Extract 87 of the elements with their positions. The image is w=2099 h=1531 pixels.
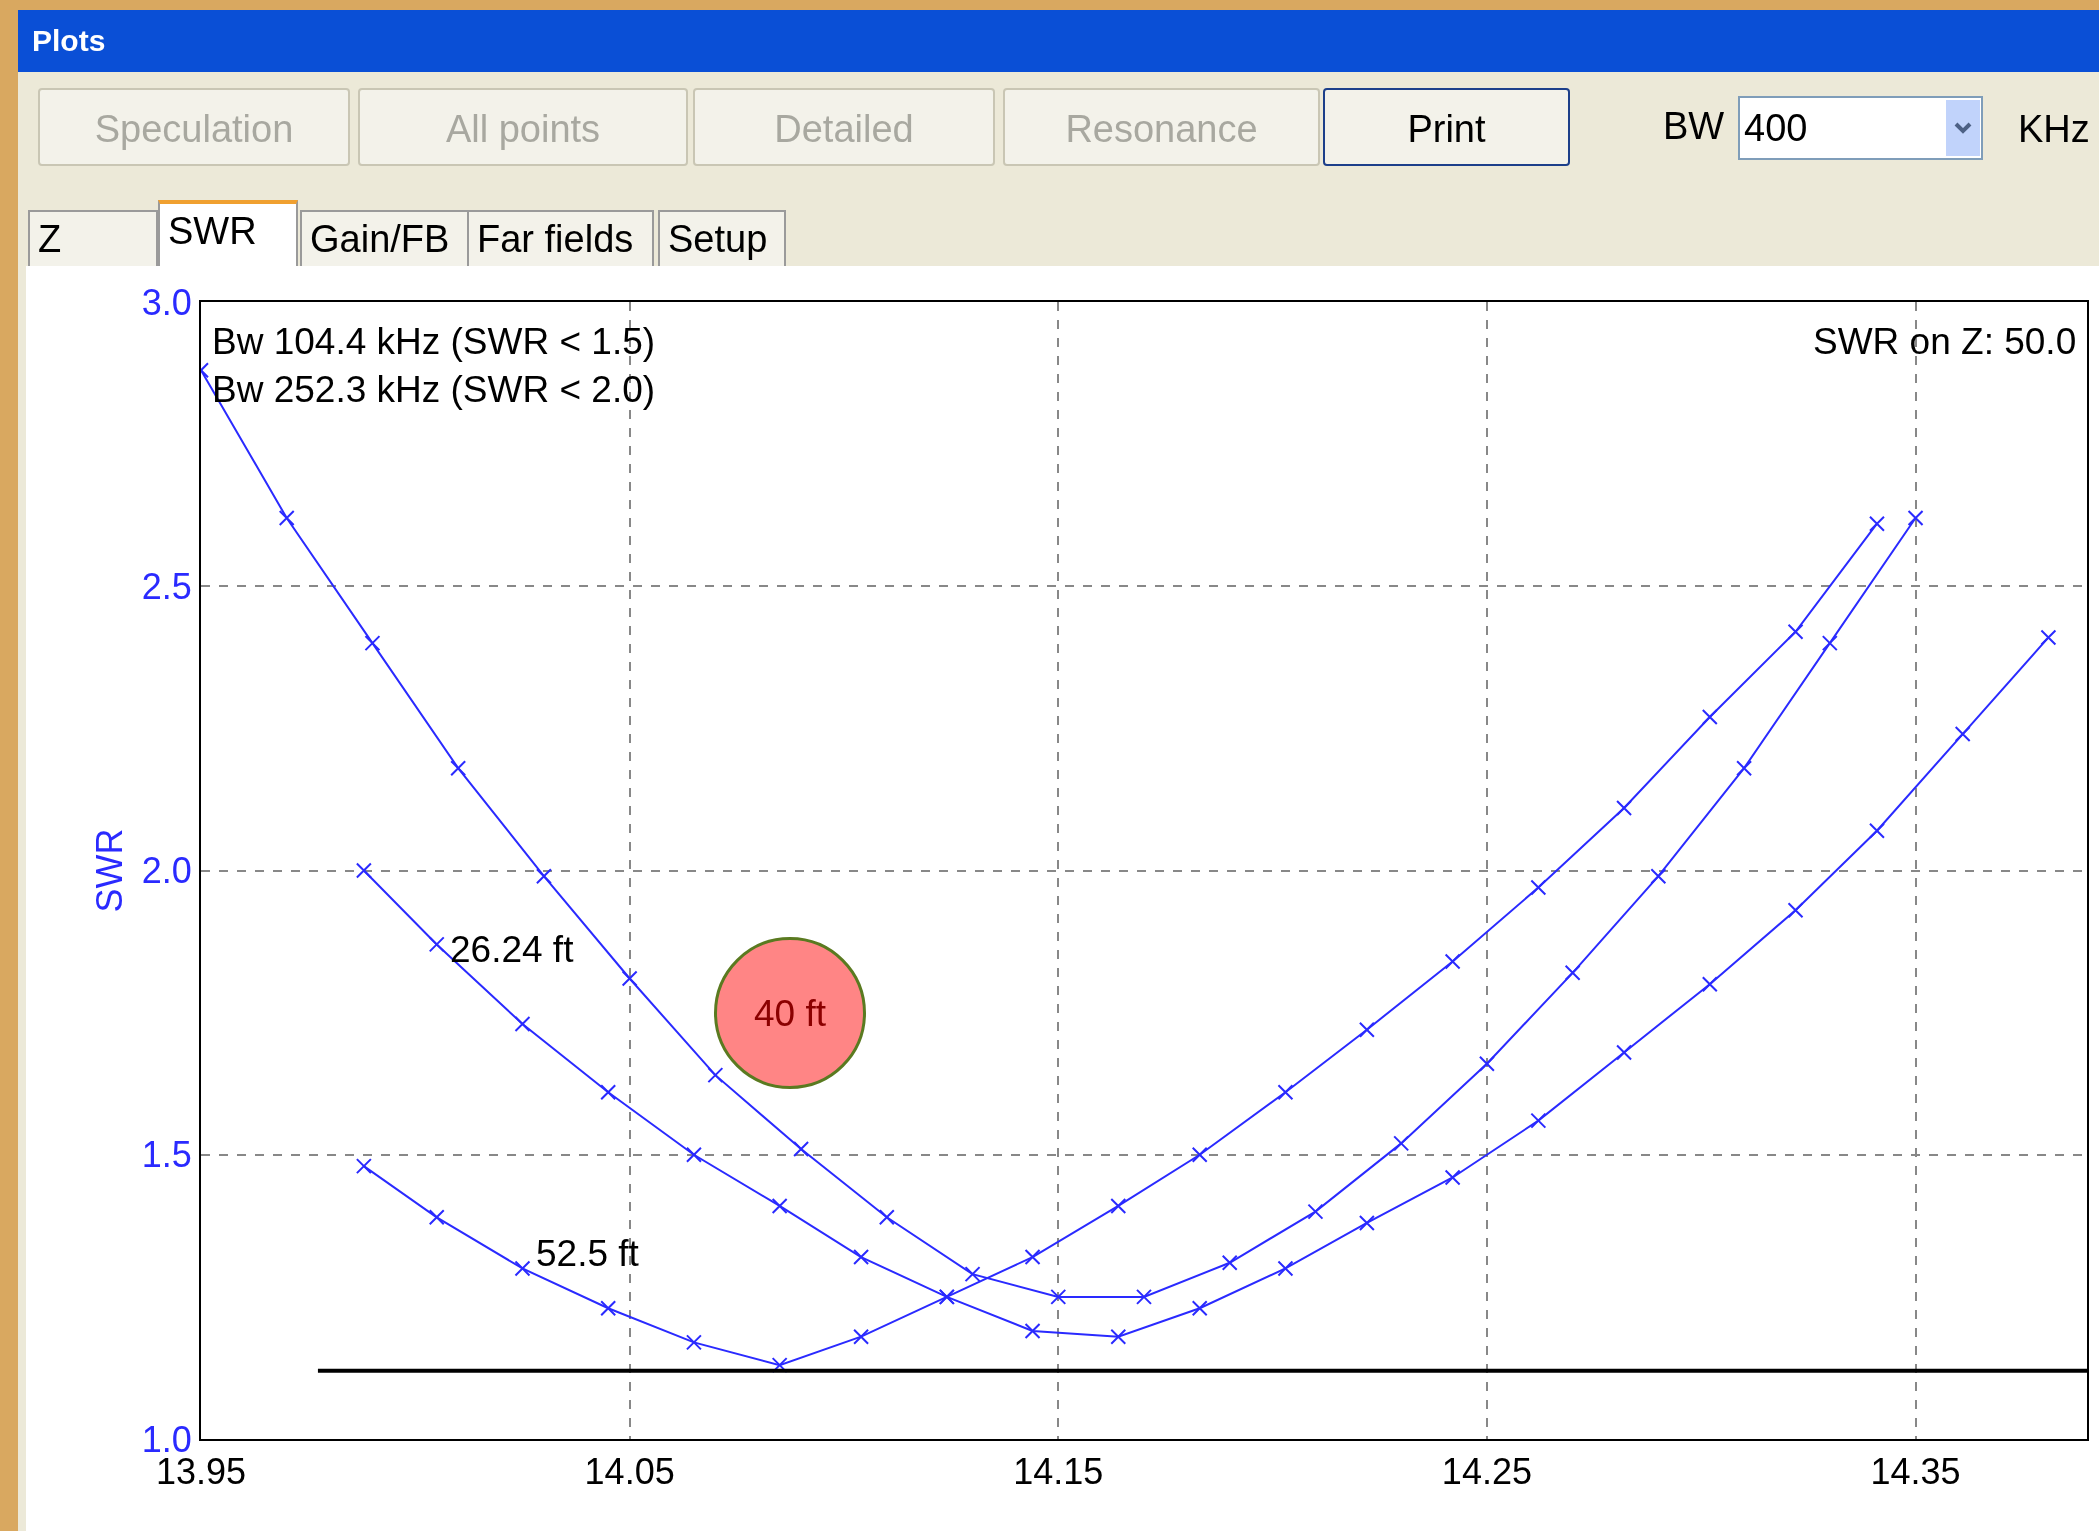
y-axis-title: SWR xyxy=(89,828,131,913)
point xyxy=(450,760,467,777)
point xyxy=(278,510,295,527)
point xyxy=(535,868,552,885)
text: All points xyxy=(358,88,688,166)
point xyxy=(685,1334,702,1351)
text: 400 xyxy=(1738,96,1983,160)
point xyxy=(1444,953,1461,970)
point xyxy=(1277,1260,1294,1277)
point xyxy=(355,1158,372,1175)
y-tick-label: 2.0 xyxy=(141,850,192,892)
text: Speculation xyxy=(38,88,350,166)
point xyxy=(685,1146,702,1163)
point xyxy=(1907,510,1924,527)
point xyxy=(364,635,381,652)
point xyxy=(1478,1055,1495,1072)
point xyxy=(1024,1322,1041,1339)
point xyxy=(355,862,372,879)
text: SWR xyxy=(158,200,298,268)
point xyxy=(1277,1084,1294,1101)
text: Z xyxy=(28,210,158,268)
x-tick-label: 14.35 xyxy=(1870,1451,1961,1493)
point xyxy=(1191,1146,1208,1163)
point xyxy=(600,1084,617,1101)
point xyxy=(771,1197,788,1214)
text: Setup xyxy=(658,210,786,268)
x-tick-label: 14.25 xyxy=(1441,1451,1532,1493)
point xyxy=(1136,1288,1152,1305)
point xyxy=(1564,964,1581,981)
point xyxy=(1050,1288,1067,1305)
y-tick-label: 2.5 xyxy=(141,565,192,607)
text: Gain/FB xyxy=(310,218,450,260)
point xyxy=(1530,1112,1547,1129)
point xyxy=(707,1067,724,1084)
point xyxy=(514,1016,531,1032)
point xyxy=(1616,1044,1633,1061)
point xyxy=(1110,1197,1127,1214)
point xyxy=(1358,1214,1375,1231)
y-tick-label: 3.0 xyxy=(141,281,192,323)
point xyxy=(878,1209,895,1226)
point xyxy=(621,970,638,987)
y-tick-label: 1.5 xyxy=(141,1134,192,1176)
point xyxy=(1787,623,1804,640)
point xyxy=(1736,760,1753,777)
x-tick-label: 14.15 xyxy=(1013,1451,1104,1493)
x-tick-label: 13.95 xyxy=(155,1451,247,1493)
text: Detailed xyxy=(693,88,995,166)
x-tick-label: 14.05 xyxy=(584,1451,675,1493)
point xyxy=(793,1141,810,1158)
point xyxy=(1787,902,1804,919)
annotation: Bw 252.3 kHz (SWR < 2.0) xyxy=(212,369,656,411)
point xyxy=(600,1300,617,1317)
point xyxy=(1701,976,1718,993)
series-label: 52.5 ft xyxy=(536,1233,640,1274)
text: Print xyxy=(1323,88,1570,166)
point xyxy=(2040,629,2057,646)
point xyxy=(1444,1169,1461,1186)
point xyxy=(1393,1135,1410,1152)
point xyxy=(1191,1300,1208,1317)
annotation: Bw 104.4 kHz (SWR < 1.5) xyxy=(212,321,656,362)
point xyxy=(1868,515,1885,532)
point xyxy=(428,936,445,953)
point xyxy=(1307,1203,1324,1220)
point xyxy=(1024,1249,1041,1266)
point xyxy=(1701,709,1718,725)
point xyxy=(1650,868,1667,885)
series-label: 26.24 ft xyxy=(450,929,575,970)
text: BW xyxy=(1663,105,1725,148)
point xyxy=(1821,635,1838,652)
text: KHz xyxy=(2018,108,2090,151)
point xyxy=(1110,1328,1127,1345)
point xyxy=(1954,726,1971,743)
point xyxy=(964,1266,981,1283)
point xyxy=(1221,1254,1238,1271)
text: Resonance xyxy=(1003,88,1320,166)
point xyxy=(1358,1021,1375,1038)
text: Far fields xyxy=(467,210,654,268)
series-label: 40 ft xyxy=(754,993,827,1034)
point xyxy=(853,1249,870,1266)
point xyxy=(428,1209,445,1226)
text: Plots xyxy=(18,10,2099,72)
point xyxy=(853,1328,870,1345)
point xyxy=(1616,799,1633,816)
annotation: SWR on Z: 50.0 xyxy=(1813,321,2077,362)
point xyxy=(514,1260,531,1277)
point xyxy=(1530,879,1547,896)
point xyxy=(1868,822,1885,839)
